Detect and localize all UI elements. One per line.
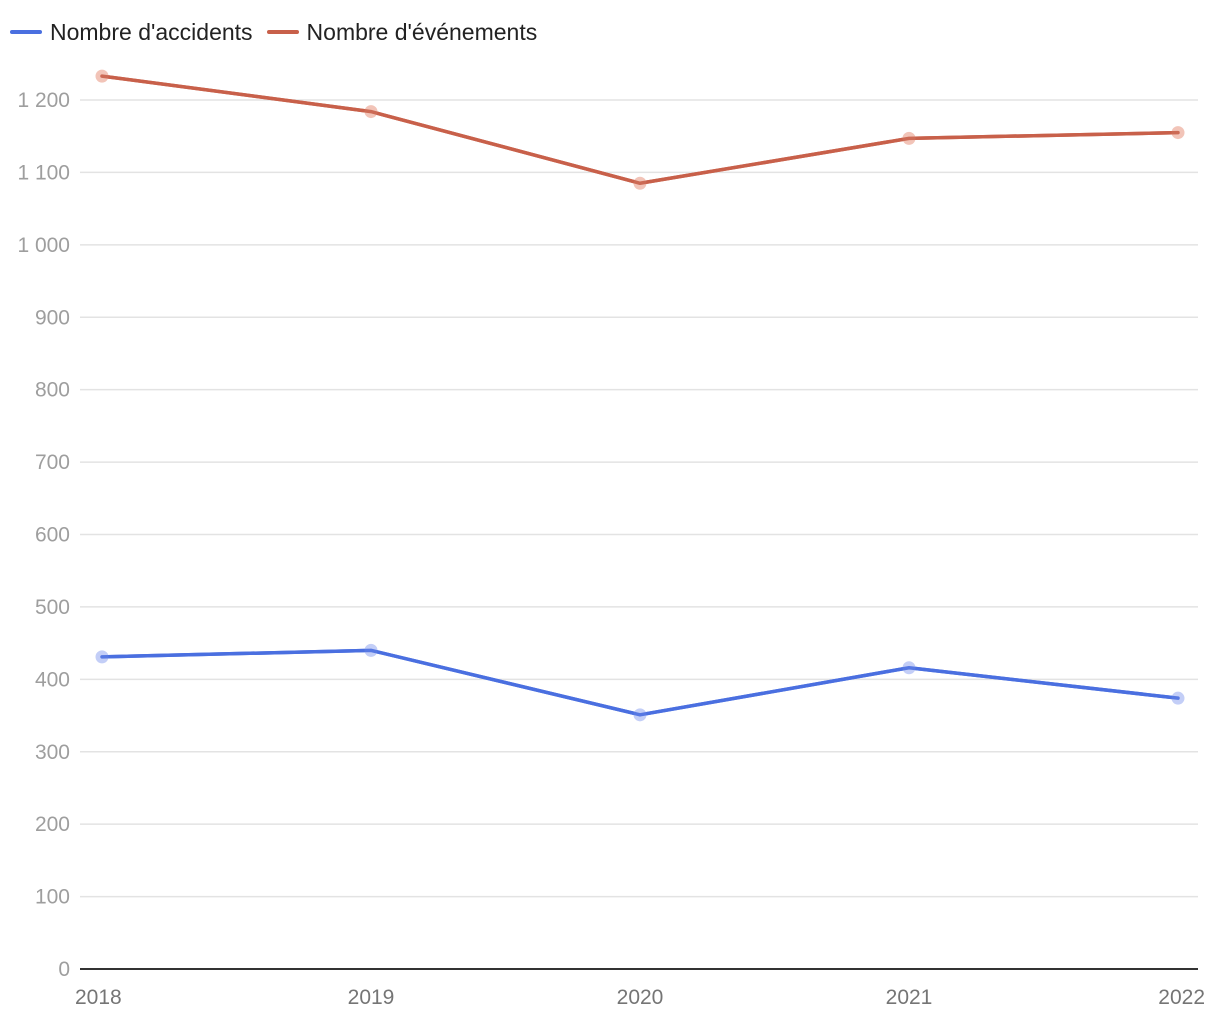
- x-tick-label: 2020: [617, 986, 664, 1009]
- y-tick-label: 200: [35, 813, 70, 836]
- x-tick-label: 2021: [886, 986, 933, 1009]
- series-line: [100, 648, 1180, 717]
- y-tick-label: 400: [35, 668, 70, 691]
- x-tick-label: 2019: [348, 986, 395, 1009]
- series-line-overlay: [100, 648, 1180, 717]
- y-tick-label: 600: [35, 524, 70, 547]
- chart-legend: Nombre d'accidents Nombre d'événements: [10, 16, 551, 48]
- y-axis: 0 100 200 300 400 500 600 700 800 900 1 000 1 100 1 …: [17, 89, 70, 981]
- y-tick-label: 800: [35, 379, 70, 402]
- series-layer: [95, 69, 1185, 722]
- x-axis: 2018 2019 2020 2021 2022: [75, 968, 1205, 1009]
- y-tick-label: 500: [35, 596, 70, 619]
- y-tick-label: 1 200: [17, 89, 70, 112]
- y-tick-label: 900: [35, 306, 70, 329]
- y-tick-label: 1 000: [17, 234, 70, 257]
- series-1: [95, 69, 1185, 190]
- y-tick-label: 300: [35, 741, 70, 764]
- series-0: [95, 643, 1185, 722]
- y-tick-label: 100: [35, 886, 70, 909]
- legend-swatch-accidents: [10, 30, 42, 34]
- y-tick-label: 0: [58, 958, 70, 981]
- x-tick-label: 2018: [75, 986, 122, 1009]
- legend-swatch-evenements: [266, 30, 299, 34]
- legend-label-accidents: Nombre d'accidents: [50, 18, 253, 45]
- y-tick-label: 700: [35, 451, 70, 474]
- legend-item-evenements[interactable]: Nombre d'événements: [266, 18, 538, 46]
- series-line: [100, 74, 1180, 186]
- series-line-overlay: [100, 74, 1180, 186]
- y-tick-label: 1 100: [17, 161, 70, 184]
- legend-label-evenements: Nombre d'événements: [306, 18, 538, 45]
- x-tick-label: 2022: [1158, 986, 1205, 1009]
- gridlines: [80, 99, 1198, 898]
- legend-item-accidents[interactable]: Nombre d'accidents: [10, 19, 253, 46]
